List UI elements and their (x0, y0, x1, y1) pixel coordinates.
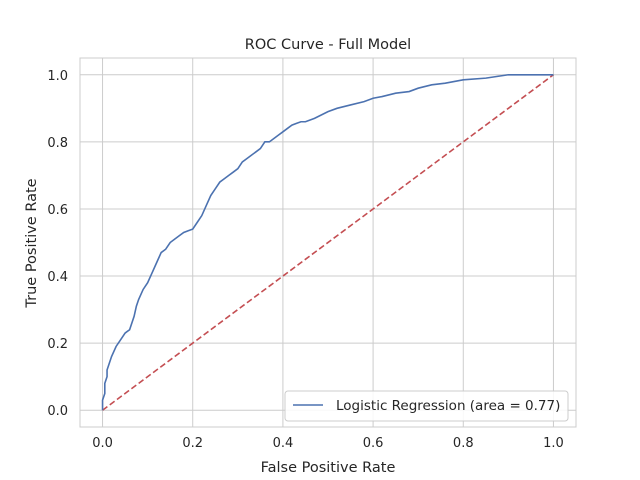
roc-curve-line (101, 73, 554, 411)
legend-box (284, 390, 569, 422)
chart-title: ROC Curve - Full Model (245, 37, 411, 53)
grid (80, 58, 576, 427)
y-tick-label-2: 0.4 (47, 270, 68, 285)
x-tick-label-5: 1.0 (543, 436, 564, 451)
y-tick-label-1: 0.2 (47, 337, 68, 352)
x-tick-label-3: 0.6 (363, 436, 384, 451)
y-tick-label-3: 0.6 (47, 203, 68, 218)
y-tick-label-4: 0.8 (47, 136, 68, 151)
x-tick-labels: 0.0 0.2 0.4 0.6 0.8 1.0 (92, 436, 564, 451)
x-tick-label-1: 0.2 (182, 436, 203, 451)
x-tick-label-2: 0.4 (273, 436, 294, 451)
legend: Logistic Regression (area = 0.77) (284, 390, 569, 422)
x-axis-label: False Positive Rate (261, 460, 396, 476)
plot-frame (79, 57, 577, 428)
y-tick-label-0: 0.0 (47, 404, 68, 419)
y-axis-label: True Positive Rate (24, 178, 40, 308)
x-tick-label-0: 0.0 (92, 436, 113, 451)
diagonal-reference-line (102, 74, 554, 411)
x-tick-label-4: 0.8 (453, 436, 474, 451)
plot-lines (101, 73, 554, 411)
legend-label: Logistic Regression (area = 0.77) (336, 398, 560, 414)
y-tick-label-5: 1.0 (47, 69, 68, 84)
y-tick-labels: 0.0 0.2 0.4 0.6 0.8 1.0 (47, 69, 68, 419)
